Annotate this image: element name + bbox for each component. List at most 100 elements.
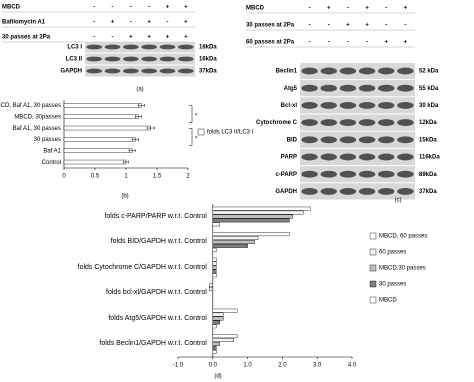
blot-band (397, 101, 414, 109)
condition-sign: - (130, 5, 132, 11)
blot-band (122, 56, 139, 62)
bar (212, 338, 234, 342)
legend-swatch (369, 280, 377, 288)
legend-swatch (369, 264, 377, 272)
condition-label: Bafilomycin A1 (2, 20, 46, 26)
band-size: 89kDa (419, 172, 437, 178)
blot-band (320, 136, 337, 144)
blot-band (358, 84, 376, 92)
condition-sign: - (404, 23, 406, 29)
blot-strip (300, 80, 415, 97)
condition-sign: + (404, 6, 408, 12)
condition-label: 30 passes at 2Pa (246, 23, 295, 29)
condition-sign: + (166, 5, 170, 11)
blot-band (358, 136, 376, 144)
bar (212, 222, 220, 227)
bar (212, 247, 217, 252)
condition-sign: - (309, 6, 311, 12)
blot-band (320, 187, 337, 195)
category-label: folds BID/GAPDH w.r.t. Control (110, 238, 207, 246)
bar (212, 218, 290, 223)
category-label: folds c-PARP/PARP w.r.t. Control (104, 212, 207, 220)
blot-band (301, 101, 318, 109)
condition-sign: + (384, 40, 388, 46)
blot-band (177, 44, 194, 50)
bar (63, 159, 127, 165)
blot-strip (85, 65, 195, 77)
x-tick-label: 4.0 (348, 363, 357, 369)
bar (212, 214, 294, 219)
blot-band (358, 187, 376, 195)
category-label-box: folds Cytochrome C/GAPDH w.r.t. Control (78, 264, 207, 271)
panel-label: (a) (136, 87, 143, 93)
bar (212, 265, 217, 270)
blot-strip (300, 183, 415, 200)
condition-label: MBCD (246, 6, 265, 12)
x-tick-label: 2.0 (278, 363, 287, 369)
band-label: Cytochrome C (256, 120, 298, 126)
category-label: MBCD, 30passes (14, 115, 61, 121)
blot-band (159, 44, 176, 50)
condition-sign: - (93, 20, 95, 26)
condition-sign: + (166, 35, 170, 41)
panel-label: (b) (121, 194, 128, 200)
band-size: 16kDa (199, 57, 217, 63)
category-label-box: folds Atg5/GAPDH w.r.t. Control (108, 314, 207, 322)
blot-band (86, 44, 103, 50)
bar (212, 346, 217, 350)
condition-sign: - (148, 5, 150, 11)
band-size: 15kDa (419, 137, 437, 143)
blot-strip (300, 114, 415, 131)
category-label: folds Atg5/GAPDH w.r.t. Control (108, 314, 207, 322)
blot-band (104, 44, 121, 50)
blot-band (301, 119, 318, 127)
blot-strip (300, 148, 415, 166)
blot-band (301, 67, 318, 75)
blot-strip (300, 131, 415, 148)
category-label-box: folds BID/GAPDH w.r.t. Control (110, 238, 207, 246)
blot-band (86, 56, 103, 62)
blot-strip (300, 97, 415, 114)
annotation: * (195, 136, 198, 142)
blot-band (378, 187, 395, 195)
blot-band (339, 84, 357, 92)
blot-band (339, 67, 357, 75)
condition-sign: - (347, 40, 349, 46)
legend-label: folds LC3 II/LC3 I (207, 130, 254, 136)
blot-band (320, 153, 337, 161)
blot-band (358, 119, 376, 127)
blot-band (358, 153, 376, 161)
condition-sign: + (129, 35, 133, 41)
blot-strip (300, 62, 415, 80)
blot-band (339, 136, 357, 144)
condition-sign: - (385, 6, 387, 12)
blot-band (397, 119, 414, 127)
band-size: 52 kDa (419, 69, 439, 75)
blot-band (320, 119, 337, 127)
blot-band (339, 187, 357, 195)
bar (63, 114, 139, 119)
blot-band (378, 136, 395, 144)
blot-band (397, 67, 414, 75)
bar (212, 349, 217, 354)
bar (63, 148, 133, 153)
blot-band (177, 56, 194, 62)
category-label: 30 passes (34, 137, 61, 143)
bar (63, 103, 142, 108)
blot-band (378, 170, 395, 178)
band-label: Beclin1 (276, 69, 298, 75)
blot-band (339, 153, 357, 161)
panel-label: (c) (395, 198, 402, 204)
legend-label: MBCD, 60 passes (379, 234, 427, 240)
condition-sign: + (111, 20, 115, 26)
bar (212, 269, 217, 274)
blot-band (177, 68, 194, 74)
condition-sign: + (346, 23, 350, 29)
legend-label: 30 passes (379, 282, 406, 288)
blot-band (104, 68, 121, 74)
band-label: BID (287, 137, 298, 143)
bar (63, 125, 152, 131)
blot-band (320, 101, 337, 109)
category-label: Control (42, 160, 61, 166)
blot-band (378, 101, 395, 109)
